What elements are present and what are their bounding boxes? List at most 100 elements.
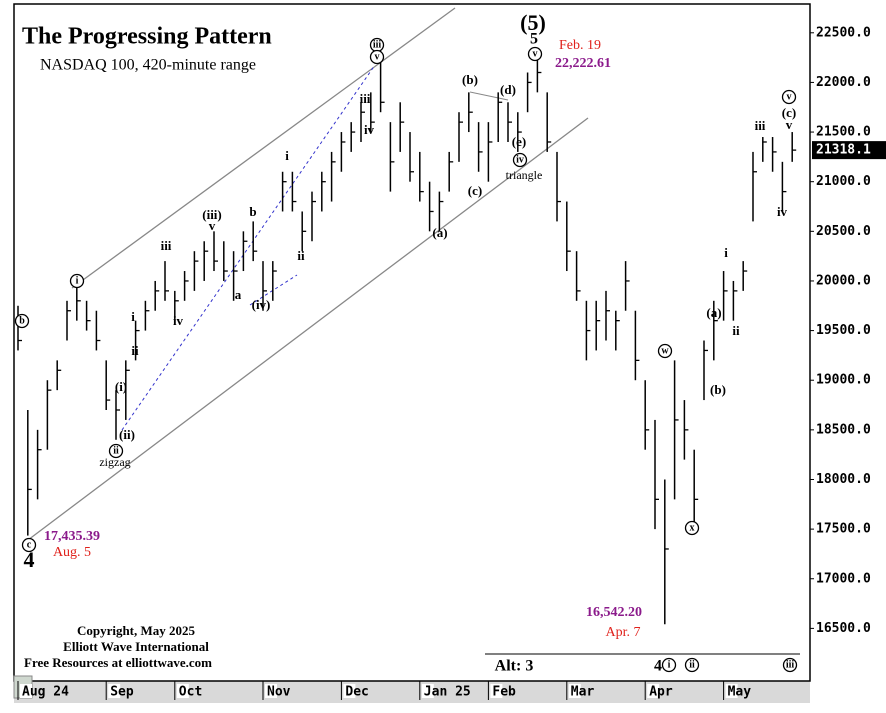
chart-title: The Progressing Pattern: [22, 24, 272, 50]
wave-circle: [21, 537, 37, 553]
wave-label: iii: [373, 39, 382, 50]
wave-label: (i): [115, 379, 127, 394]
wave-circle: [69, 273, 85, 289]
wave-label: ii: [732, 323, 740, 338]
wave-label: (c): [782, 105, 796, 120]
wave-label: 17,435.39: [44, 529, 100, 544]
triangle-line: [469, 91, 509, 101]
last-price-label: 21318.1: [816, 143, 871, 158]
x-tick-label: Mar: [571, 685, 595, 700]
y-tick-label: 19000.0: [816, 373, 871, 388]
wave-circle: [781, 89, 797, 105]
wave-label: zigzag: [99, 455, 130, 469]
x-tick-label: Nov: [267, 685, 291, 700]
wave-circle: [512, 152, 528, 168]
wave-label: ii: [297, 248, 305, 263]
x-tick-box: [647, 684, 660, 698]
y-tick-label: 22500.0: [816, 25, 871, 40]
x-tick-box: [265, 684, 277, 698]
wave-circle: [527, 46, 543, 62]
wave-label: (iv): [252, 297, 271, 312]
wave-label: iii: [360, 91, 371, 106]
wave-label: iii: [786, 659, 795, 670]
wave-label: (c): [468, 183, 482, 198]
wave-label: Apr. 7: [606, 625, 641, 640]
wave-label: i: [285, 148, 289, 163]
wave-label: (5): [520, 10, 546, 35]
last-price-box: [812, 141, 886, 160]
wave-circle: [108, 443, 124, 459]
wave-label: ii: [131, 343, 139, 358]
wave-label: Aug. 5: [53, 545, 91, 560]
wave-label: i: [76, 275, 79, 286]
y-tick-label: 17000.0: [816, 571, 871, 586]
x-tick-label: Dec: [345, 685, 368, 700]
x-tick-box: [568, 684, 581, 698]
wave-label: Feb. 19: [559, 38, 601, 53]
copyright: Elliott Wave International: [63, 639, 209, 654]
wave-circle: [684, 657, 700, 673]
wave-circle: [661, 657, 677, 673]
wave-label: c: [27, 539, 32, 550]
channel-line: [27, 117, 589, 541]
wave-label: x: [690, 522, 695, 533]
wave-label: (a): [432, 225, 447, 240]
wave-label: (b): [710, 382, 726, 397]
x-tick-label: Sep: [110, 685, 134, 700]
copyright: Copyright, May 2025: [77, 623, 196, 638]
x-tick-box: [176, 684, 189, 698]
x-tick-box: [490, 684, 503, 698]
wave-label: ii: [113, 445, 119, 456]
x-axis-strip: [14, 681, 810, 703]
wave-label: (e): [512, 134, 526, 149]
wave-circle: [684, 520, 700, 536]
wave-label: iv: [364, 122, 375, 137]
wave-label: ii: [689, 659, 695, 670]
y-tick-label: 21500.0: [816, 125, 871, 140]
chart-subtitle: NASDAQ 100, 420-minute range: [40, 57, 256, 74]
y-tick-label: 18000.0: [816, 472, 871, 487]
wave-label: i: [131, 309, 135, 324]
wave-label: (a): [706, 305, 721, 320]
y-tick-label: 20500.0: [816, 224, 871, 239]
wave-label: (d): [500, 82, 516, 97]
y-tick-label: 20000.0: [816, 273, 871, 288]
x-tick-label: Jan 25: [424, 685, 471, 700]
y-tick-label: 17500.0: [816, 522, 871, 537]
wave-label: 5: [530, 31, 538, 48]
wave-label: iii: [755, 118, 766, 133]
x-tick-box: [108, 684, 121, 698]
wave-label: 4: [654, 658, 662, 675]
wave-circle: [782, 657, 798, 673]
channel-line: [121, 64, 376, 431]
x-tick-label: May: [728, 685, 752, 700]
wave-label: v: [787, 91, 792, 102]
wave-label: 16,542.20: [586, 605, 642, 620]
wave-label: v: [375, 51, 380, 62]
x-tick-box: [421, 684, 434, 698]
wave-label: triangle: [506, 168, 543, 182]
wave-label: v: [786, 117, 793, 132]
plot-area: [13, 3, 811, 682]
wave-label: (ii): [119, 427, 135, 442]
x-tick-box: [20, 684, 32, 698]
wave-label: v: [209, 218, 216, 233]
wave-label: 4: [24, 547, 35, 572]
y-tick-label: 18500.0: [816, 422, 871, 437]
wave-circle: [369, 49, 385, 65]
y-tick-label: 19500.0: [816, 323, 871, 338]
x-tick-label: Feb: [492, 685, 516, 700]
wave-label: Alt: 3: [495, 658, 534, 675]
wave-label: i: [668, 659, 671, 670]
wave-circle: [657, 343, 673, 359]
y-tick-label: 16500.0: [816, 621, 871, 636]
wave-label: b: [19, 315, 25, 326]
y-tick-label: 21000.0: [816, 174, 871, 189]
x-tick-label: Aug 24: [22, 685, 69, 700]
wave-label: 22,222.61: [555, 56, 611, 71]
channel-line: [71, 7, 456, 289]
copyright: Free Resources at elliottwave.com: [24, 655, 212, 670]
wave-label: (iii): [202, 207, 222, 222]
wave-label: iv: [516, 154, 524, 165]
